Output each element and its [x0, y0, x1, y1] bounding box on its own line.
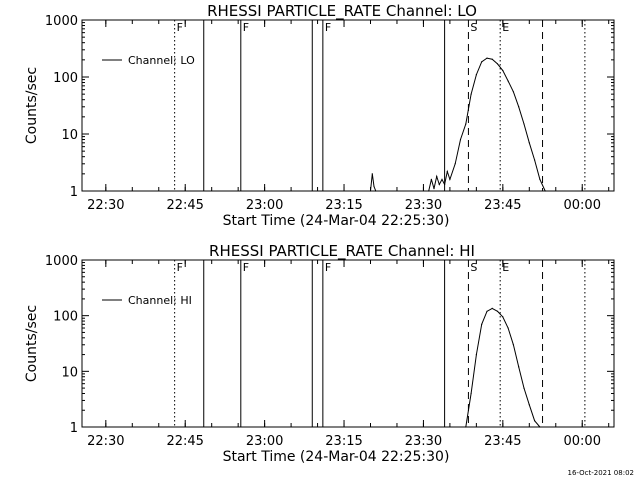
panel2-data-point: [512, 344, 515, 346]
panel1-x-tick-label: 23:00: [246, 198, 283, 213]
panel1-data-point: [491, 58, 493, 60]
panel2-x-tick-label: 22:30: [87, 434, 124, 449]
panel1-x-tick-label: 23:15: [325, 198, 362, 213]
panel1-data-point: [446, 170, 448, 173]
panel1-data-point: [507, 80, 509, 82]
panel1-x-tick-label: 22:45: [166, 198, 203, 213]
panel1-data-point: [512, 91, 515, 93]
panel1-data-point: [518, 106, 520, 108]
panel1-data-point: [496, 63, 499, 65]
panel1-data-point: [373, 185, 375, 188]
panel2-data-point: [523, 387, 525, 389]
panel1-data-point: [449, 178, 451, 180]
panel1-plot-frame: [81, 19, 615, 192]
panel2-y-tick-label: 10: [61, 365, 78, 380]
panel2-title: RHESSI PARTICLE_RATE Channel: HI: [209, 242, 475, 261]
panel1-data-point: [481, 61, 483, 63]
panel2-data-point: [528, 404, 530, 406]
panel1-data-point: [539, 178, 541, 180]
panel1-data-point: [428, 190, 430, 192]
panel1-data-point: [375, 190, 377, 192]
panel2-x-tick-label: 23:00: [246, 434, 283, 449]
panel2-x-axis-label: Start Time (24-Mar-04 22:25:30): [223, 449, 450, 465]
panel2-plot-frame: [81, 259, 615, 428]
panel1-legend-label: Channel: LO: [128, 54, 195, 67]
panel1-data-point: [544, 190, 546, 192]
panel2-series-line: [465, 307, 541, 428]
panel2-x-tick-label: 22:45: [166, 434, 203, 449]
panel1-y-tick-label: 1: [70, 185, 78, 200]
panel1-event-marker-label: F: [325, 21, 331, 34]
panel2-y-axis-label: Counts/sec: [24, 305, 40, 382]
panel1-data-point: [430, 178, 432, 180]
panel2-data-point: [534, 420, 536, 422]
panel2-data-point: [491, 307, 493, 309]
panel2-legend-label: Channel: HI: [128, 294, 192, 307]
panel2-event-marker-label: F: [325, 261, 331, 274]
panel2-x-tick-label: 23:15: [325, 434, 362, 449]
panel1-data-point: [459, 138, 462, 141]
panel1-x-tick-label: 23:30: [405, 198, 442, 213]
panel1-data-point: [486, 57, 488, 59]
panel2-event-marker-label: E: [502, 261, 509, 274]
panel1-data-point: [441, 178, 443, 180]
panel2-data-point: [475, 354, 477, 356]
panel2-y-tick-label: 1000: [45, 254, 78, 269]
panel2-x-tick-label: 00:00: [564, 434, 601, 449]
panel1-data-point: [433, 188, 435, 190]
panel2-data-point: [481, 323, 483, 325]
panel1-data-point: [444, 183, 446, 186]
panel1-event-marker-label: F: [177, 21, 183, 34]
panel1-y-axis-label: Counts/sec: [24, 67, 40, 144]
panel2-x-tick-label: 23:30: [405, 434, 442, 449]
panel1-event-marker-label: F: [243, 21, 249, 34]
panel1-data-point: [470, 93, 472, 95]
panel2-data-point: [502, 316, 504, 318]
panel1-data-point: [369, 190, 372, 192]
footer-timestamp: 16-Oct-2021 08:02: [568, 469, 634, 477]
panel1-series-line: [370, 57, 546, 192]
panel1-data-point: [475, 74, 477, 76]
panel2-x-tick-label: 23:45: [484, 434, 521, 449]
panel1-data-point: [534, 159, 536, 161]
panel1-data-point: [502, 69, 504, 72]
panel2-data-point: [486, 310, 488, 312]
panel1-y-tick-label: 100: [53, 71, 78, 86]
panel2-data-point: [465, 426, 467, 428]
panel2-data-point: [496, 310, 499, 312]
panel2-event-marker-label: F: [177, 261, 183, 274]
panel1-data-point: [371, 173, 373, 175]
panel2-data-point: [539, 426, 541, 428]
panel1-data-point: [528, 142, 530, 144]
panel1-title: RHESSI PARTICLE_RATE Channel: LO: [207, 2, 477, 21]
panel1-data-point: [436, 175, 438, 177]
panel2-y-tick-label: 100: [53, 310, 78, 325]
panel1-x-tick-label: 22:30: [87, 198, 124, 213]
panel2-data-point: [470, 392, 472, 395]
panel1-x-tick-label: 23:45: [484, 198, 521, 213]
panel2-y-tick-label: 1: [70, 421, 78, 436]
panel1-event-marker-label: E: [502, 21, 509, 34]
panel2-data-point: [507, 327, 509, 329]
panel1-data-point: [465, 123, 467, 125]
panel2-event-marker-label: F: [243, 261, 249, 274]
panel1-data-point: [454, 163, 456, 165]
panel1-event-marker-label: S: [470, 21, 477, 34]
panel1-data-point: [438, 183, 440, 186]
panel1-data-point: [523, 123, 525, 125]
panel1-y-tick-label: 10: [61, 128, 78, 143]
panel1-y-tick-label: 1000: [45, 14, 78, 29]
panel2-event-marker-label: S: [470, 261, 477, 274]
panel1-x-tick-label: 00:00: [564, 198, 601, 213]
panel1-x-axis-label: Start Time (24-Mar-04 22:25:30): [223, 213, 450, 229]
panel2-data-point: [518, 366, 520, 368]
